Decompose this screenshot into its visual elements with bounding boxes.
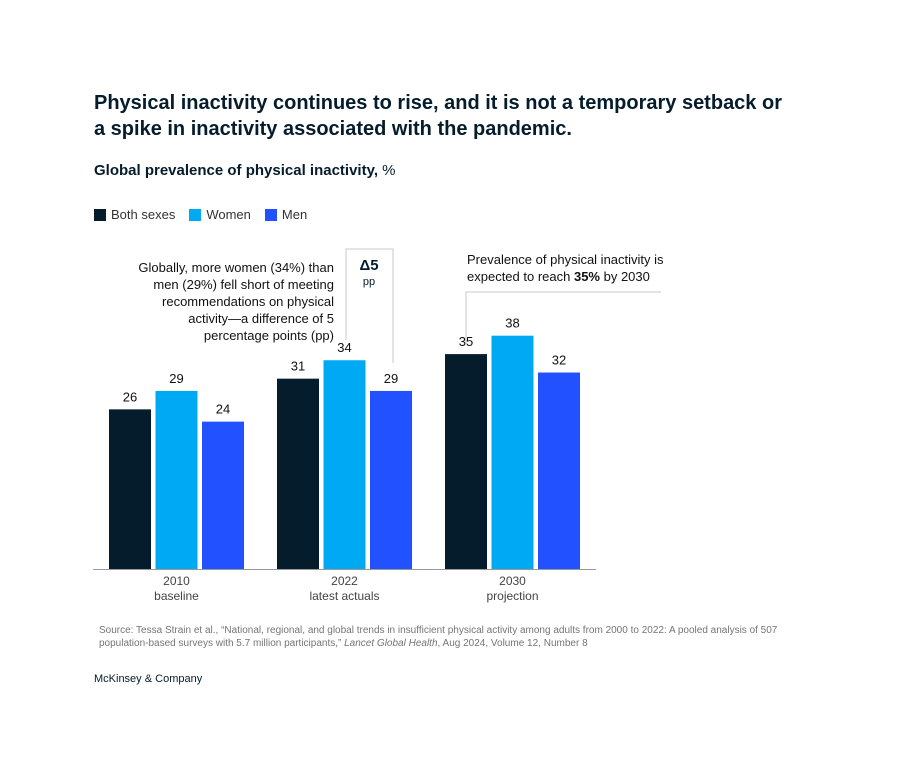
legend-item-women: Women [189, 207, 251, 222]
chart-headline: Physical inactivity continues to rise, a… [94, 92, 782, 140]
x-tick-label-2022-line1: 2022 [331, 574, 358, 588]
x-tick-label-2022-line2: latest actuals [309, 589, 379, 603]
legend-swatch-men [264, 208, 277, 221]
value-label-women-2010: 29 [169, 371, 183, 386]
delta-unit: pp [362, 276, 376, 288]
source-journal: Lancet Global Health [344, 638, 438, 649]
legend-swatch-both [94, 208, 106, 221]
bar-women-2030 [491, 335, 534, 569]
value-label-men-2022: 29 [384, 371, 398, 386]
legend: Both sexes Women Men [94, 207, 307, 222]
subtitle-unit: % [378, 162, 396, 179]
legend-label-women: Women [206, 207, 251, 222]
subtitle-main: Global prevalence of physical inactivity… [94, 162, 378, 179]
bar-women-2010 [155, 390, 198, 569]
legend-item-both: Both sexes [94, 207, 175, 222]
legend-item-men: Men [264, 207, 308, 222]
annotation-projection: Prevalence of physical inactivity is exp… [467, 251, 677, 285]
delta-callout: Δ5 pp [346, 257, 392, 289]
chart-subtitle: Global prevalence of physical inactivity… [94, 162, 396, 179]
x-tick-label-2030-line2: projection [486, 589, 538, 603]
source-suffix: , Aug 2024, Volume 12, Number 8 [437, 638, 588, 649]
x-tick-label-2010-line1: 2010 [163, 574, 190, 588]
bar-women-2022 [323, 360, 366, 569]
projection-bracket [465, 291, 661, 344]
source-prefix: Source: Tessa Strain et al., “National, … [99, 625, 778, 649]
value-label-men-2010: 24 [216, 402, 230, 417]
value-label-both-2030: 35 [459, 334, 473, 349]
brand-logo-text: McKinsey & Company [94, 673, 203, 685]
annotation-projection-prefix: Prevalence of physical inactivity is exp… [467, 252, 664, 284]
bar-both-2010 [109, 409, 151, 569]
bar-both-2030 [445, 354, 487, 569]
bar-men-2030 [538, 372, 580, 569]
delta-bracket [345, 248, 394, 363]
annotation-projection-suffix: by 2030 [600, 269, 650, 284]
value-label-both-2010: 26 [123, 389, 137, 404]
x-tick-label-2010-line2: baseline [154, 589, 199, 603]
annotation-projection-bold: 35% [573, 269, 600, 284]
legend-label-both: Both sexes [111, 207, 176, 222]
delta-value: Δ5 [359, 257, 379, 274]
legend-label-men: Men [281, 207, 308, 222]
source-note: Source: Tessa Strain et al., “National, … [99, 624, 819, 650]
x-tick-label-2030-line1: 2030 [499, 574, 526, 588]
value-label-men-2030: 32 [552, 353, 566, 368]
legend-swatch-women [189, 208, 202, 221]
value-label-both-2022: 31 [291, 359, 305, 374]
bar-men-2010 [202, 421, 244, 569]
value-label-women-2030: 38 [505, 316, 519, 331]
annotation-women-vs-men: Globally, more women (34%) than men (29%… [138, 260, 334, 343]
bar-both-2022 [277, 378, 319, 569]
bar-men-2022 [370, 390, 412, 569]
value-label-women-2022: 34 [337, 340, 351, 355]
